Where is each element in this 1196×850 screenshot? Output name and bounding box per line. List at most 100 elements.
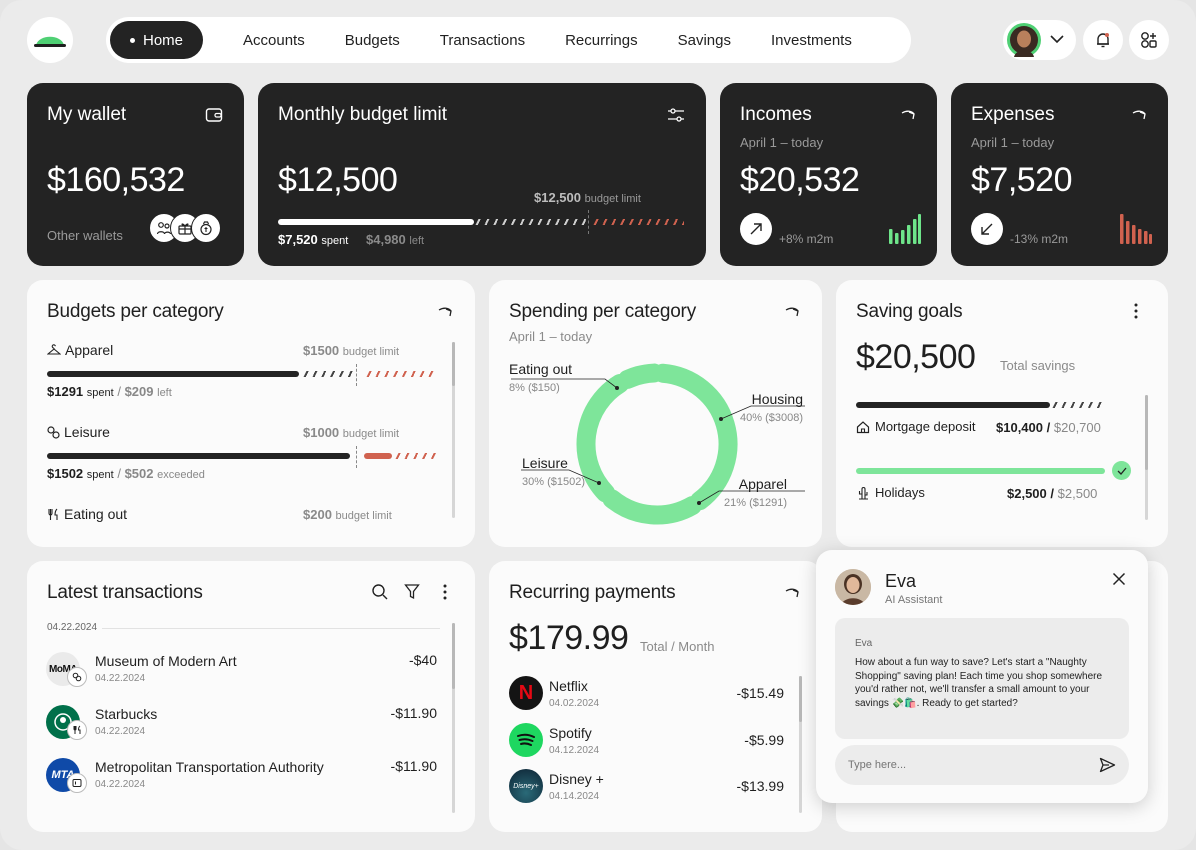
send-icon[interactable] (1099, 757, 1116, 773)
budget-card[interactable]: Monthly budget limit $12,500 $12,500 bud… (258, 83, 706, 266)
budget-item-apparel[interactable]: Apparel (47, 342, 113, 358)
wallet-moneybag-icon[interactable] (191, 213, 221, 243)
transaction-date: 04.22.2024 (95, 726, 146, 737)
expenses-title: Expenses (971, 104, 1055, 125)
nav-budgets[interactable]: Budgets (344, 31, 400, 49)
payment-name: Spotify (549, 725, 592, 741)
payment-date: 04.12.2024 (549, 745, 600, 756)
donut-slice-apparel[interactable] (602, 489, 702, 525)
apparel-left-caption: left (157, 387, 172, 399)
donut-slice-eating-out[interactable] (618, 363, 664, 389)
wallet-amount: $160,532 (47, 161, 185, 199)
nav-transactions[interactable]: Transactions (439, 31, 526, 49)
settings-sliders-icon[interactable] (667, 107, 685, 123)
expenses-card[interactable]: Expenses April 1 – today $7,520 -13% m2m (951, 83, 1168, 266)
chat-input[interactable] (848, 755, 1088, 775)
expand-arrow-icon[interactable] (900, 108, 916, 124)
budget-left-caption: left (409, 235, 425, 247)
budget-item-leisure[interactable]: Leisure (47, 424, 110, 440)
recurring-amount-label: Total / Month (640, 639, 715, 654)
message-text: How about a fun way to save? Let's start… (855, 657, 1103, 709)
payment-amount: -$15.49 (736, 685, 784, 701)
mortgage-remaining-hatch (1051, 402, 1105, 408)
mortgage-target: $20,700 (1053, 420, 1101, 435)
holidays-target: $2,500 (1057, 486, 1098, 501)
app-logo[interactable] (27, 17, 73, 63)
budget-left-value: $4,980 (366, 232, 406, 247)
close-icon[interactable] (1112, 572, 1126, 586)
payment-amount: -$13.99 (736, 778, 784, 794)
payment-amount: -$5.99 (744, 732, 784, 748)
budget-limit-label: $12,500 budget limit (534, 190, 641, 205)
budget-over-hatch (592, 219, 684, 225)
nav-savings[interactable]: Savings (677, 31, 731, 49)
payment-name: Disney + (549, 771, 604, 787)
incomes-title: Incomes (740, 104, 812, 125)
arrow-down-left-icon (971, 213, 1003, 245)
more-vertical-icon[interactable] (442, 583, 448, 601)
netflix-logo: N (509, 676, 543, 710)
expand-arrow-icon[interactable] (784, 305, 800, 321)
nav-home[interactable]: Home (110, 21, 204, 59)
recurring-scrollbar[interactable] (799, 676, 802, 813)
limit-marker (588, 210, 589, 234)
savings-title: Saving goals (856, 301, 963, 322)
donut-slice-housing[interactable] (653, 363, 738, 511)
apparel-spent-caption: spent (86, 387, 114, 399)
apps-button[interactable] (1129, 20, 1169, 60)
transactions-scrollbar[interactable] (452, 623, 455, 813)
leisure-exceeded-value: $502 (124, 466, 154, 481)
budget-progress-bar (278, 219, 474, 225)
nav-accounts[interactable]: Accounts (243, 31, 305, 49)
expand-arrow-icon[interactable] (1131, 108, 1147, 124)
main-nav: Home Accounts Budgets Transactions Recur… (106, 17, 911, 63)
disney-plus-logo: Disney+ (509, 769, 543, 803)
profile-menu[interactable] (1003, 20, 1076, 60)
apparel-left-value: $209 (124, 384, 154, 399)
goal-holidays[interactable]: Holidays (856, 485, 925, 500)
link-icon (47, 425, 60, 439)
mortgage-label: Mortgage deposit (875, 419, 976, 434)
notifications-button[interactable] (1083, 20, 1123, 60)
goal-mortgage[interactable]: Mortgage deposit (856, 419, 975, 434)
transaction-date: 04.22.2024 (95, 779, 146, 790)
more-vertical-icon[interactable] (1133, 302, 1139, 320)
apparel-limit-marker (356, 364, 357, 386)
slice-leisure-label: Leisure (522, 455, 568, 471)
apparel-limit-caption: budget limit (342, 346, 400, 358)
expand-arrow-icon[interactable] (437, 305, 453, 321)
transaction-amount: -$40 (408, 652, 437, 668)
expand-arrow-icon[interactable] (784, 586, 800, 602)
leisure-limit: $1000 budget limit (303, 425, 399, 440)
fork-knife-icon (67, 720, 87, 740)
mortgage-progress-bar (856, 402, 1050, 408)
bell-icon (1097, 33, 1109, 48)
search-icon[interactable] (371, 583, 389, 601)
nav-recurrings[interactable]: Recurrings (565, 31, 638, 49)
date-divider (102, 628, 440, 629)
holidays-current: $2,500 (1007, 486, 1047, 501)
apparel-stats: $1291 spent / $209 left (47, 384, 172, 399)
donut-slice-leisure[interactable] (576, 373, 630, 503)
budgets-category-title: Budgets per category (47, 301, 224, 322)
budgets-scrollbar[interactable] (452, 342, 455, 518)
cactus-icon (858, 486, 868, 500)
eating-out-label: Eating out (64, 506, 128, 522)
budget-title: Monthly budget limit (278, 104, 447, 125)
slice-apparel-detail: 21% ($1291) (724, 497, 787, 509)
eating-out-limit-value: $200 (303, 507, 332, 522)
eating-out-limit-caption: budget limit (335, 510, 392, 522)
donut-slices (576, 363, 738, 525)
transactions-date-header: 04.22.2024 (47, 622, 98, 633)
wallet-title: My wallet (47, 104, 127, 125)
incomes-card[interactable]: Incomes April 1 – today $20,532 +8% m2m (720, 83, 937, 266)
wallet-card[interactable]: My wallet $160,532 Other wallets (27, 83, 244, 266)
expenses-period: April 1 – today (971, 135, 1055, 150)
filter-icon[interactable] (404, 583, 420, 601)
budget-item-eating-out[interactable]: Eating out (47, 506, 127, 522)
payment-date: 04.02.2024 (549, 698, 600, 709)
mortgage-amounts: $10,400 / $20,700 (996, 420, 1101, 435)
hanger-icon (47, 344, 61, 355)
nav-investments[interactable]: Investments (770, 31, 852, 49)
savings-scrollbar[interactable] (1145, 395, 1148, 520)
